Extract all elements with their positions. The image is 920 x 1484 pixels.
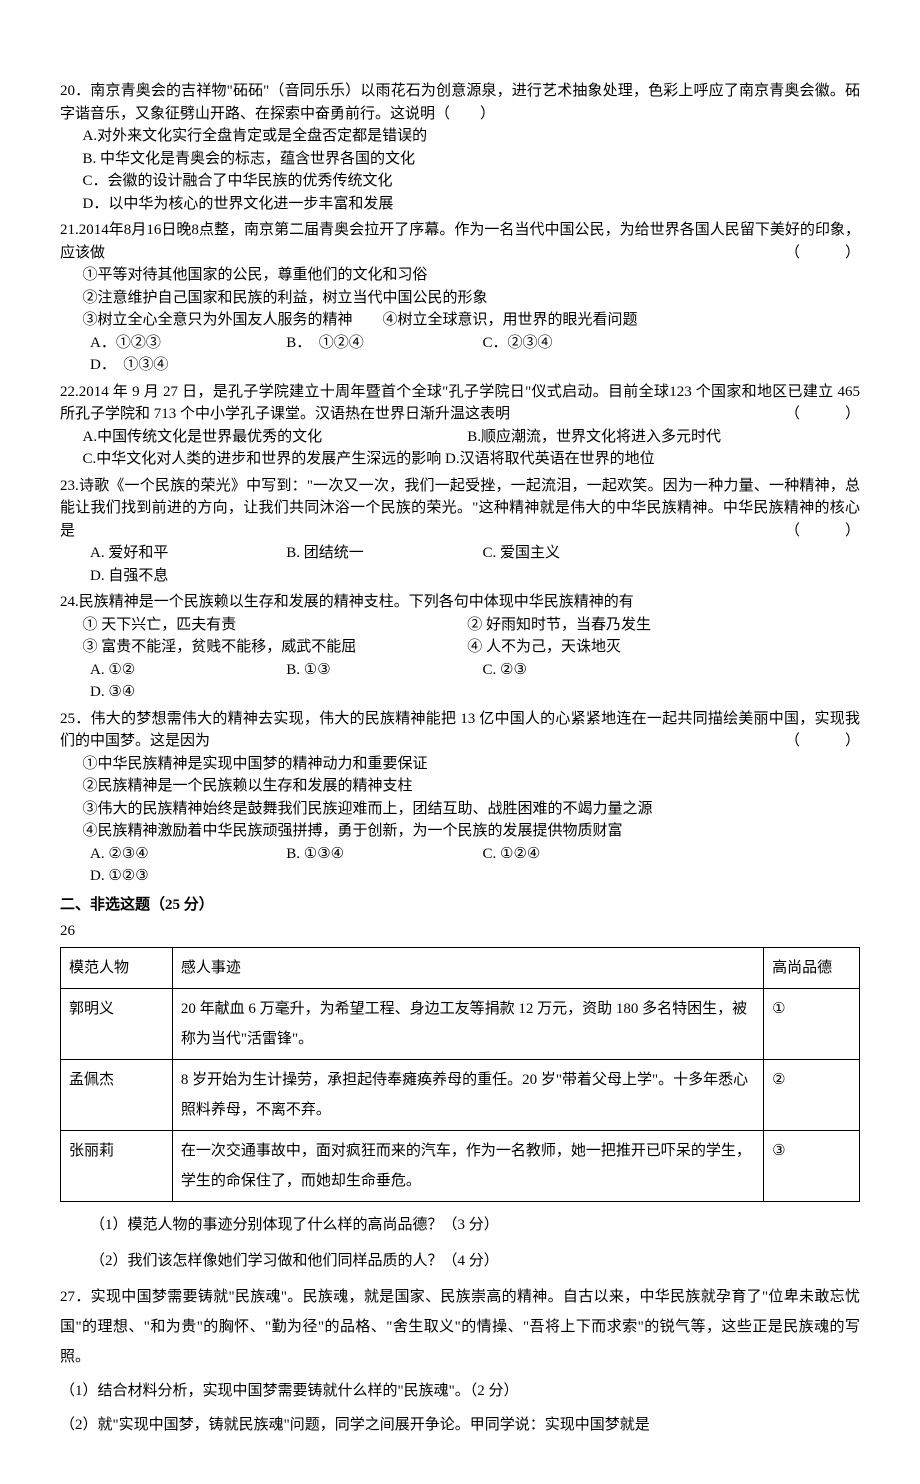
q22-stem: 22.2014 年 9 月 27 日，是孔子学院建立十周年暨首个全球"孔子学院日…	[60, 381, 860, 426]
q25-option-d: D. ①②③	[90, 865, 275, 888]
q21-stem-text: 21.2014年8月16日晚8点整，南京第二届青奥会拉开了序幕。作为一名当代中国…	[60, 222, 860, 261]
q24-statement-3: ③ 富贵不能淫，贫贱不能移，威武不能屈	[83, 636, 464, 659]
q21-statement-2: ②注意维护自己国家和民族的利益，树立当代中国公民的形象	[60, 287, 860, 310]
q23-stem: 23.诗歌《一个民族的荣光》中写到："一次又一次，我们一起受挫，一起流泪，一起欢…	[60, 475, 860, 543]
q21-option-b: B． ①②④	[286, 332, 479, 355]
q26-sub1: （1）模范人物的事迹分别体现了什么样的高尚品德？（3 分）	[60, 1210, 860, 1240]
q22-option-d: D.汉语将取代英语在世界的地位	[445, 451, 655, 467]
q23-option-d: D. 自强不息	[90, 565, 275, 588]
q20-option-d: D．以中华为核心的世界文化进一步丰富和发展	[60, 193, 860, 216]
header-deeds: 感人事迹	[172, 947, 763, 988]
q24-option-c: C. ②③	[483, 659, 676, 682]
q21-paren: （ ）	[785, 242, 860, 265]
header-virtue: 高尚品德	[764, 947, 860, 988]
q22-option-b: B.顺应潮流，世界文化将进入多元时代	[467, 426, 848, 449]
row2-deeds: 8 岁开始为生计操劳，承担起侍奉瘫痪养母的重任。20 岁"带着父母上学"。十多年…	[172, 1059, 763, 1130]
q23-option-b: B. 团结统一	[286, 542, 479, 565]
header-person: 模范人物	[61, 947, 173, 988]
q25-statement-3: ③伟大的民族精神始终是鼓舞我们民族迎难而上，团结互助、战胜困难的不竭力量之源	[60, 798, 860, 821]
question-21: 21.2014年8月16日晚8点整，南京第二届青奥会拉开了序幕。作为一名当代中国…	[60, 219, 860, 377]
q24-statement-2: ② 好雨知时节，当春乃发生	[467, 614, 848, 637]
q20-option-b: B. 中华文化是青奥会的标志，蕴含世界各国的文化	[60, 148, 860, 171]
q21-options: A．①②③ B． ①②④ C．②③④ D． ①③④	[60, 332, 860, 377]
q25-paren: （ ）	[785, 730, 860, 753]
row1-deeds: 20 年献血 6 万毫升，为希望工程、身边工友等捐款 12 万元，资助 180 …	[172, 988, 763, 1059]
question-25: 25．伟大的梦想需伟大的精神去实现，伟大的民族精神能把 13 亿中国人的心紧紧地…	[60, 708, 860, 888]
table-row: 郭明义 20 年献血 6 万毫升，为希望工程、身边工友等捐款 12 万元，资助 …	[61, 988, 860, 1059]
q20-option-c: C．会徽的设计融合了中华民族的优秀传统文化	[60, 170, 860, 193]
q24-statements-line2: ③ 富贵不能淫，贫贱不能移，威武不能屈 ④ 人不为己，天诛地灭	[60, 636, 860, 659]
q23-options: A. 爱好和平 B. 团结统一 C. 爱国主义 D. 自强不息	[60, 542, 860, 587]
section-2-title: 二、非选这题（25 分）	[60, 894, 860, 917]
q27-sub2: （2）就"实现中国梦，铸就民族魂"问题，同学之间展开争论。甲同学说：实现中国梦就…	[60, 1410, 860, 1440]
q22-options-line2: C.中华文化对人类的进步和世界的发展产生深远的影响 D.汉语将取代英语在世界的地…	[60, 448, 860, 471]
q20-option-a: A.对外来文化实行全盘肯定或是全盘否定都是错误的	[60, 125, 860, 148]
q23-option-c: C. 爱国主义	[483, 542, 676, 565]
q27-stem: 27．实现中国梦需要铸就"民族魂"。民族魂，就是国家、民族崇高的精神。自古以来，…	[60, 1282, 860, 1372]
q23-option-a: A. 爱好和平	[90, 542, 283, 565]
q22-option-a: A.中国传统文化是世界最优秀的文化	[83, 426, 464, 449]
q25-stem-text: 25．伟大的梦想需伟大的精神去实现，伟大的民族精神能把 13 亿中国人的心紧紧地…	[60, 711, 860, 750]
q24-option-a: A. ①②	[90, 659, 283, 682]
q25-statement-4: ④民族精神激励着中华民族顽强拼搏，勇于创新，为一个民族的发展提供物质财富	[60, 820, 860, 843]
q26-sub2: （2）我们该怎样像她们学习做和他们同样品质的人？（4 分）	[60, 1246, 860, 1276]
q23-stem-text: 23.诗歌《一个民族的荣光》中写到："一次又一次，我们一起受挫，一起流泪，一起欢…	[60, 478, 860, 539]
question-22: 22.2014 年 9 月 27 日，是孔子学院建立十周年暨首个全球"孔子学院日…	[60, 381, 860, 471]
q22-stem-text: 22.2014 年 9 月 27 日，是孔子学院建立十周年暨首个全球"孔子学院日…	[60, 384, 860, 423]
q22-option-c: C.中华文化对人类的进步和世界的发展产生深远的影响	[83, 451, 442, 467]
q25-option-b: B. ①③④	[286, 843, 479, 866]
q25-option-a: A. ②③④	[90, 843, 283, 866]
table-header-row: 模范人物 感人事迹 高尚品德	[61, 947, 860, 988]
q24-stem: 24.民族精神是一个民族赖以生存和发展的精神支柱。下列各句中体现中华民族精神的有	[60, 591, 860, 614]
q20-stem: 20．南京青奥会的吉祥物"砳砳"（音同乐乐）以雨花石为创意源泉，进行艺术抽象处理…	[60, 80, 860, 125]
row3-deeds: 在一次交通事故中，面对疯狂而来的汽车，作为一名教师，她一把推开已吓呆的学生，学生…	[172, 1130, 763, 1201]
question-23: 23.诗歌《一个民族的荣光》中写到："一次又一次，我们一起受挫，一起流泪，一起欢…	[60, 475, 860, 588]
q24-statement-1: ① 天下兴亡，匹夫有责	[83, 614, 464, 637]
q21-option-d: D． ①③④	[90, 354, 275, 377]
q21-stem: 21.2014年8月16日晚8点整，南京第二届青奥会拉开了序幕。作为一名当代中国…	[60, 219, 860, 264]
table-row: 张丽莉 在一次交通事故中，面对疯狂而来的汽车，作为一名教师，她一把推开已吓呆的学…	[61, 1130, 860, 1201]
row3-person: 张丽莉	[61, 1130, 173, 1201]
q24-statements-line1: ① 天下兴亡，匹夫有责 ② 好雨知时节，当春乃发生	[60, 614, 860, 637]
q25-options: A. ②③④ B. ①③④ C. ①②④ D. ①②③	[60, 843, 860, 888]
q26-number: 26	[60, 920, 860, 943]
q21-option-c: C．②③④	[483, 332, 676, 355]
q25-statement-2: ②民族精神是一个民族赖以生存和发展的精神支柱	[60, 775, 860, 798]
row2-virtue: ②	[764, 1059, 860, 1130]
q24-options: A. ①② B. ①③ C. ②③ D. ③④	[60, 659, 860, 704]
q21-statement-3: ③树立全心全意只为外国友人服务的精神 ④树立全球意识，用世界的眼光看问题	[60, 309, 860, 332]
row1-person: 郭明义	[61, 988, 173, 1059]
q25-statement-1: ①中华民族精神是实现中国梦的精神动力和重要保证	[60, 753, 860, 776]
q22-options-line1: A.中国传统文化是世界最优秀的文化 B.顺应潮流，世界文化将进入多元时代	[60, 426, 860, 449]
question-24: 24.民族精神是一个民族赖以生存和发展的精神支柱。下列各句中体现中华民族精神的有…	[60, 591, 860, 704]
q26-table: 模范人物 感人事迹 高尚品德 郭明义 20 年献血 6 万毫升，为希望工程、身边…	[60, 947, 860, 1202]
q21-statement-1: ①平等对待其他国家的公民，尊重他们的文化和习俗	[60, 264, 860, 287]
q24-option-d: D. ③④	[90, 681, 275, 704]
question-20: 20．南京青奥会的吉祥物"砳砳"（音同乐乐）以雨花石为创意源泉，进行艺术抽象处理…	[60, 80, 860, 215]
row3-virtue: ③	[764, 1130, 860, 1201]
q27-sub1: （1）结合材料分析，实现中国梦需要铸就什么样的"民族魂"。（2 分）	[60, 1376, 860, 1406]
q22-paren: （ ）	[785, 403, 860, 426]
q21-option-a: A．①②③	[90, 332, 283, 355]
q23-paren: （ ）	[785, 520, 860, 543]
q25-option-c: C. ①②④	[483, 843, 676, 866]
table-row: 孟佩杰 8 岁开始为生计操劳，承担起侍奉瘫痪养母的重任。20 岁"带着父母上学"…	[61, 1059, 860, 1130]
q25-stem: 25．伟大的梦想需伟大的精神去实现，伟大的民族精神能把 13 亿中国人的心紧紧地…	[60, 708, 860, 753]
row1-virtue: ①	[764, 988, 860, 1059]
row2-person: 孟佩杰	[61, 1059, 173, 1130]
q24-statement-4: ④ 人不为己，天诛地灭	[467, 636, 848, 659]
q24-option-b: B. ①③	[286, 659, 479, 682]
